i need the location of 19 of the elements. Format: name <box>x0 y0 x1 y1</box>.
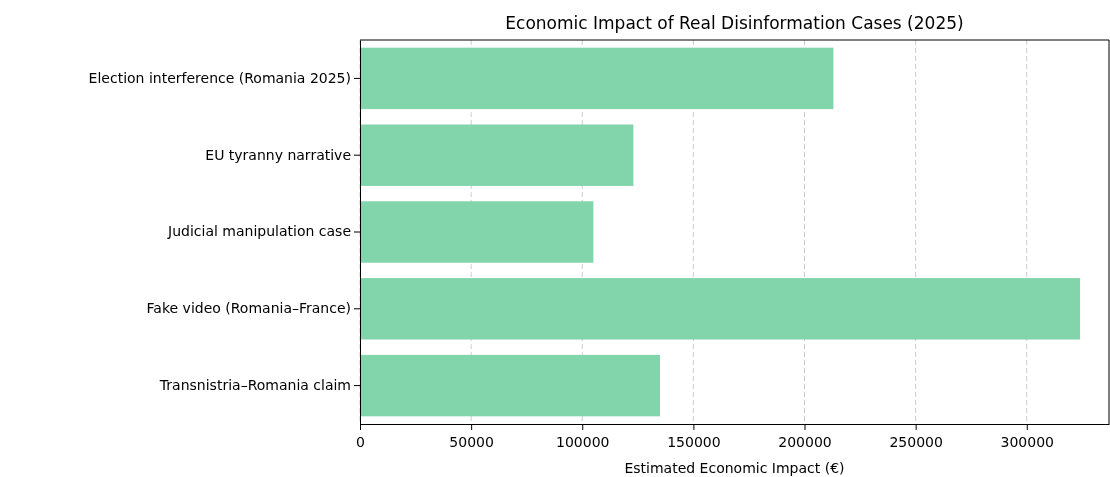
y-tick-label: Judicial manipulation case <box>167 223 351 240</box>
chart-title: Economic Impact of Real Disinformation Cases (2025) <box>505 13 964 33</box>
x-tick-label: 0 <box>356 434 365 450</box>
y-tick-label: Election interference (Romania 2025) <box>88 69 351 86</box>
bar <box>360 124 634 186</box>
x-axis-title: Estimated Economic Impact (€) <box>624 460 845 476</box>
bar <box>360 201 594 263</box>
y-tick-label: Transnistria–Romania claim <box>158 377 351 394</box>
x-tick-label: 200000 <box>778 434 832 450</box>
x-tick-label: 100000 <box>556 434 610 450</box>
x-tick-label: 250000 <box>889 434 943 450</box>
bar <box>360 278 1081 340</box>
bar <box>360 354 661 417</box>
y-tick-label: Fake video (Romania–France) <box>146 300 351 317</box>
bar <box>360 47 834 110</box>
y-tick-label: EU tyranny narrative <box>205 146 351 163</box>
x-tick-label: 50000 <box>449 434 494 450</box>
x-tick-label: 150000 <box>667 434 721 450</box>
x-tick-label: 300000 <box>1000 434 1054 450</box>
